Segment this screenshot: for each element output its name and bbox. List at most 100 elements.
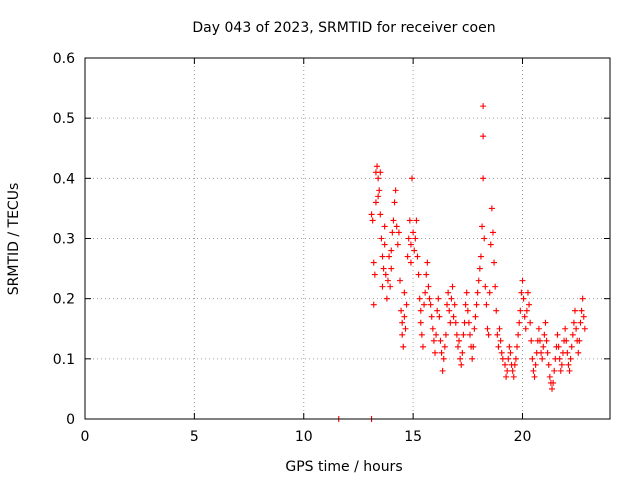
data-point bbox=[509, 367, 516, 374]
data-point bbox=[510, 373, 517, 380]
grid-layer bbox=[85, 58, 610, 419]
data-point bbox=[521, 313, 528, 320]
y-axis-label: SRMTID / TECUs bbox=[6, 183, 22, 296]
data-point bbox=[481, 235, 488, 242]
data-point bbox=[488, 205, 495, 212]
data-point bbox=[449, 283, 456, 290]
data-point bbox=[418, 331, 425, 338]
data-point bbox=[480, 175, 487, 182]
data-point bbox=[433, 331, 440, 338]
data-point bbox=[454, 343, 461, 350]
data-point bbox=[456, 337, 463, 344]
data-point bbox=[542, 319, 549, 326]
data-point bbox=[480, 133, 487, 140]
data-point bbox=[555, 343, 562, 350]
data-point bbox=[499, 355, 506, 362]
data-point bbox=[575, 349, 582, 356]
data-point bbox=[570, 319, 577, 326]
data-point bbox=[410, 229, 417, 236]
data-point bbox=[563, 337, 570, 344]
data-point bbox=[376, 187, 383, 194]
data-point bbox=[401, 313, 408, 320]
x-tick-label: 20 bbox=[514, 429, 532, 445]
data-point bbox=[382, 271, 389, 278]
data-point bbox=[573, 325, 580, 332]
data-point bbox=[485, 331, 492, 338]
data-point bbox=[576, 337, 583, 344]
data-point bbox=[409, 175, 416, 182]
data-point bbox=[432, 349, 438, 356]
data-point bbox=[545, 361, 552, 368]
data-point bbox=[395, 229, 402, 236]
data-point bbox=[496, 325, 503, 332]
data-point bbox=[451, 301, 458, 308]
data-point bbox=[416, 295, 423, 302]
data-point bbox=[453, 331, 460, 338]
data-point bbox=[479, 223, 486, 230]
data-point bbox=[493, 307, 500, 314]
data-point bbox=[515, 331, 522, 338]
data-point bbox=[463, 289, 470, 296]
data-point bbox=[370, 259, 377, 266]
data-point bbox=[569, 331, 576, 338]
data-point bbox=[377, 211, 384, 218]
data-point bbox=[389, 229, 396, 236]
data-point bbox=[459, 349, 466, 356]
data-point bbox=[531, 373, 538, 380]
data-point bbox=[530, 367, 537, 374]
data-point bbox=[495, 343, 502, 350]
axis-ticks: 0 5 10 15 20 0 0.1 0.2 0.3 0.4 0.5 0.6 bbox=[53, 51, 610, 445]
data-point bbox=[413, 217, 420, 224]
data-point bbox=[392, 187, 399, 194]
data-point bbox=[377, 169, 384, 176]
data-point bbox=[544, 349, 551, 356]
data-point bbox=[388, 265, 395, 272]
data-point bbox=[491, 259, 498, 266]
data-point bbox=[554, 331, 561, 338]
y-tick-label: 0.1 bbox=[53, 352, 75, 368]
data-point bbox=[397, 277, 403, 284]
data-point bbox=[504, 367, 511, 374]
data-point bbox=[511, 361, 518, 368]
data-point bbox=[374, 163, 381, 170]
data-point bbox=[480, 103, 487, 110]
data-point bbox=[498, 349, 505, 356]
y-tick-label: 0.6 bbox=[53, 51, 75, 67]
data-point bbox=[415, 271, 422, 278]
data-point bbox=[434, 307, 441, 314]
data-point bbox=[446, 307, 453, 314]
data-point bbox=[564, 349, 571, 356]
data-point bbox=[540, 343, 547, 350]
data-point bbox=[532, 361, 539, 368]
data-point bbox=[384, 277, 391, 284]
data-point bbox=[428, 313, 435, 320]
data-point bbox=[475, 277, 482, 284]
data-point bbox=[472, 313, 479, 320]
data-point bbox=[577, 319, 584, 326]
data-point bbox=[494, 331, 501, 338]
data-point bbox=[379, 253, 386, 260]
data-point bbox=[470, 343, 477, 350]
data-point bbox=[549, 385, 556, 392]
data-point bbox=[424, 259, 431, 266]
data-point bbox=[458, 361, 465, 368]
data-point bbox=[482, 283, 489, 290]
data-point bbox=[522, 325, 529, 332]
data-point bbox=[440, 355, 447, 362]
data-point bbox=[437, 337, 444, 344]
data-point bbox=[484, 325, 491, 332]
data-point bbox=[518, 289, 525, 296]
data-point bbox=[483, 301, 490, 308]
data-point bbox=[537, 337, 543, 344]
data-point bbox=[523, 307, 530, 314]
data-point bbox=[422, 289, 429, 296]
data-point bbox=[383, 295, 390, 302]
data-point bbox=[375, 193, 382, 200]
data-point bbox=[394, 241, 401, 248]
data-point bbox=[407, 241, 414, 248]
x-tick-label: 10 bbox=[295, 429, 313, 445]
data-point bbox=[399, 331, 406, 338]
data-point bbox=[457, 355, 464, 362]
y-tick-label: 0.5 bbox=[53, 111, 75, 127]
data-point bbox=[406, 217, 413, 224]
